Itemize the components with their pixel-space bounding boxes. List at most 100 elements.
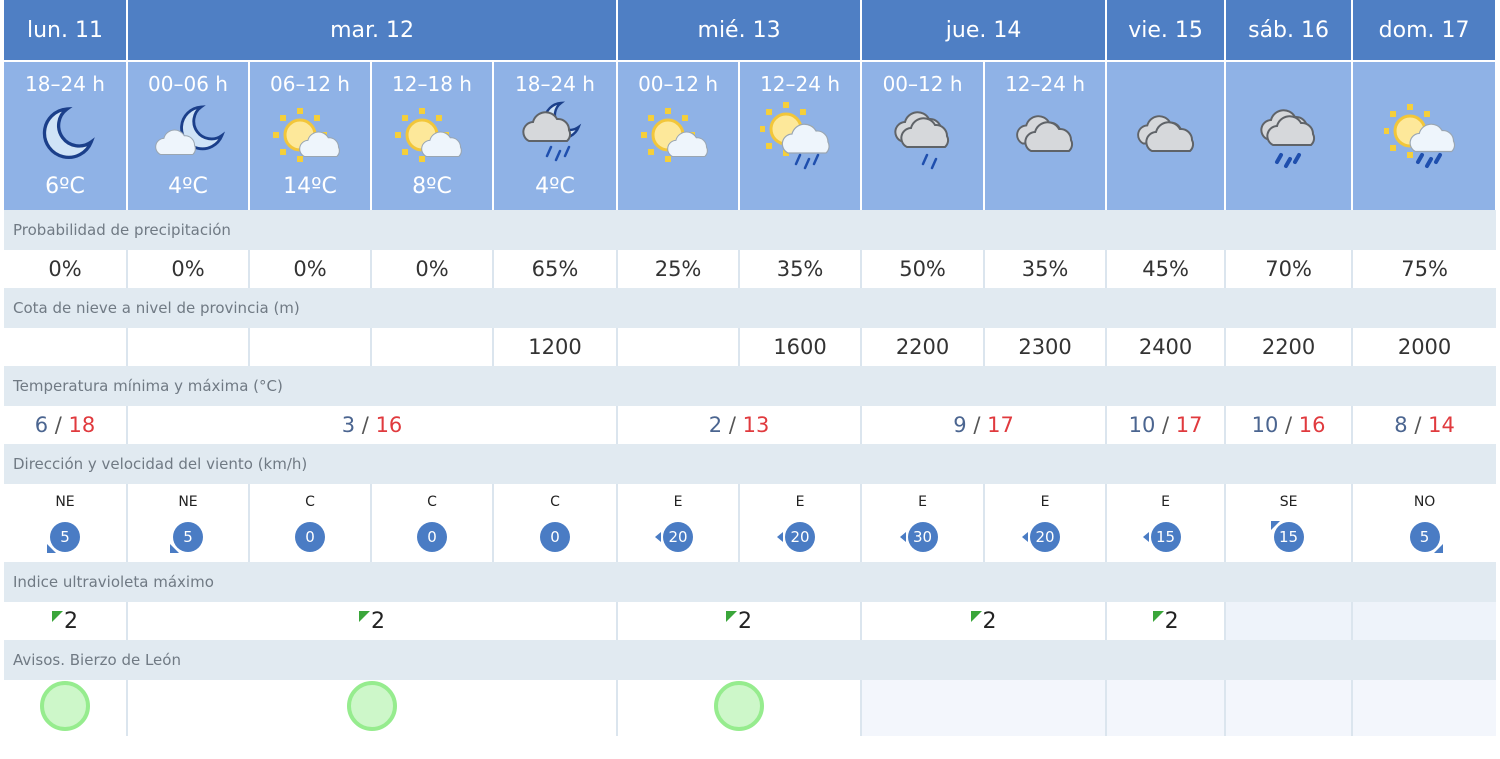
forecast-table: lun. 11 mar. 12 mié. 13 jue. 14 vie. 15 sáb. … (4, 0, 1498, 736)
wind-speed: 5 (60, 528, 70, 546)
temp-max: 17 (987, 413, 1014, 437)
uv-cell (1225, 602, 1354, 640)
warning-level-green-icon[interactable] (347, 681, 398, 731)
uv-level-icon (359, 610, 371, 622)
snow-level-value (249, 328, 372, 366)
wind-direction: E (673, 494, 683, 510)
wind-speed: 15 (1279, 528, 1299, 546)
period-label: 18–24 h (25, 72, 105, 96)
precip-value: 0% (249, 250, 372, 288)
snow-level-value: 2300 (984, 328, 1108, 366)
temp-max: 18 (68, 413, 96, 437)
aviso-cell (4, 680, 128, 736)
temp-separator: / (728, 413, 736, 437)
period-cell: 18–24 h 4ºC (493, 60, 619, 210)
wind-speed-badge: 0 (417, 522, 447, 552)
period-cell (1352, 60, 1498, 210)
uv-value: 2 (64, 608, 78, 634)
uv-value: 2 (371, 608, 386, 634)
warning-level-green-icon[interactable] (40, 681, 90, 731)
wind-direction: E (1040, 494, 1050, 510)
precip-row: 0% 0% 0% 0% 65% 25% 35% 50% 35% 45% 70% 75% (4, 250, 1497, 288)
uv-cell: 2 (1106, 602, 1227, 640)
temp-separator: / (54, 413, 62, 437)
wind-direction: SE (1279, 494, 1298, 510)
precip-value: 70% (1225, 250, 1354, 288)
precip-value: 65% (493, 250, 619, 288)
period-temp: 14ºC (283, 174, 337, 199)
temp-min: 9 (953, 413, 967, 437)
uv-value: 2 (738, 608, 753, 634)
temp-separator: / (973, 413, 981, 437)
wind-speed-badge: 15 (1142, 522, 1181, 552)
temp-max: 16 (375, 413, 403, 437)
period-cell: 06–12 h 14ºC (249, 60, 372, 210)
temp-min-max: 10 / 17 (1106, 406, 1227, 444)
sun-cloud-icon (250, 98, 370, 174)
cloud-moon-icon (128, 98, 248, 174)
label-row-precip: Probabilidad de precipitación (4, 210, 1497, 250)
uv-level-icon (726, 610, 738, 622)
wind-speed-badge: 20 (655, 522, 694, 552)
row-label: Probabilidad de precipitación (4, 210, 1497, 250)
aviso-cell (1225, 680, 1354, 736)
sun-cloud-icon (618, 98, 738, 174)
cloud-icon (985, 98, 1105, 174)
temp-min: 2 (708, 413, 723, 437)
temp-max: 13 (742, 413, 770, 437)
row-label: Temperatura mínima y máxima (°C) (4, 366, 1497, 406)
aviso-cell (1106, 680, 1227, 736)
period-label: 12–24 h (1005, 72, 1086, 96)
wind-direction: C (550, 494, 560, 510)
wind-cell: SE 15 (1225, 484, 1354, 562)
wind-arrow-icon (777, 532, 784, 542)
cloud-icon (1107, 98, 1224, 174)
period-label: 12–24 h (760, 72, 841, 96)
temp-max: 16 (1298, 413, 1326, 437)
warning-level-green-icon[interactable] (714, 681, 765, 731)
wind-direction: NE (55, 494, 75, 510)
snow-level-value (617, 328, 741, 366)
snow-level-value: 1200 (493, 328, 619, 366)
temp-min-max: 10 / 16 (1225, 406, 1354, 444)
wind-arrow-icon (1022, 532, 1029, 542)
precip-value: 45% (1106, 250, 1227, 288)
temp-min: 3 (341, 413, 356, 437)
moon-icon (4, 98, 126, 174)
period-label: 00–12 h (882, 72, 963, 96)
temp-min-max: 6 / 18 (4, 406, 128, 444)
wind-speed: 30 (913, 528, 933, 546)
uv-level-icon (970, 610, 982, 622)
period-cell: 00–12 h (861, 60, 986, 210)
row-label: Cota de nieve a nivel de provincia (m) (4, 288, 1497, 328)
wind-direction: NE (178, 494, 198, 510)
aviso-cell (617, 680, 863, 736)
aviso-cell (861, 680, 1108, 736)
wind-arrow-icon (47, 544, 56, 553)
wind-speed-badge: 15 (1270, 521, 1304, 552)
wind-cell: E 20 (739, 484, 863, 562)
uv-value: 2 (1164, 608, 1179, 634)
aviso-cell (127, 680, 619, 736)
label-row-temp: Temperatura mínima y máxima (°C) (4, 366, 1497, 406)
temp-max: 17 (1175, 413, 1203, 437)
day-header: vie. 15 (1106, 0, 1227, 61)
wind-row: NE 5 NE 5 C 0 C 0 C 0 E 20 E 20 E 30 E 20 E 15 SE 15 NO 5 (4, 484, 1497, 562)
temp-min-max: 9 / 17 (861, 406, 1108, 444)
wind-speed: 20 (1035, 528, 1055, 546)
wind-direction: C (427, 494, 437, 510)
temp-min: 10 (1251, 413, 1279, 437)
period-cell (1225, 60, 1354, 210)
uv-cell: 2 (4, 602, 128, 640)
wind-cell: E 15 (1106, 484, 1227, 562)
temp-max: 14 (1428, 413, 1455, 437)
wind-speed: 15 (1156, 528, 1176, 546)
temp-separator: / (1414, 413, 1422, 437)
temp-separator: / (361, 413, 369, 437)
wind-direction: NO (1413, 494, 1436, 510)
wind-speed-badge: 30 (899, 522, 938, 552)
period-label: 06–12 h (270, 72, 350, 96)
sun-cloud-icon (372, 98, 492, 174)
sun-cloud-heavy-rain-icon (1353, 98, 1495, 174)
uv-cell (1352, 602, 1497, 640)
